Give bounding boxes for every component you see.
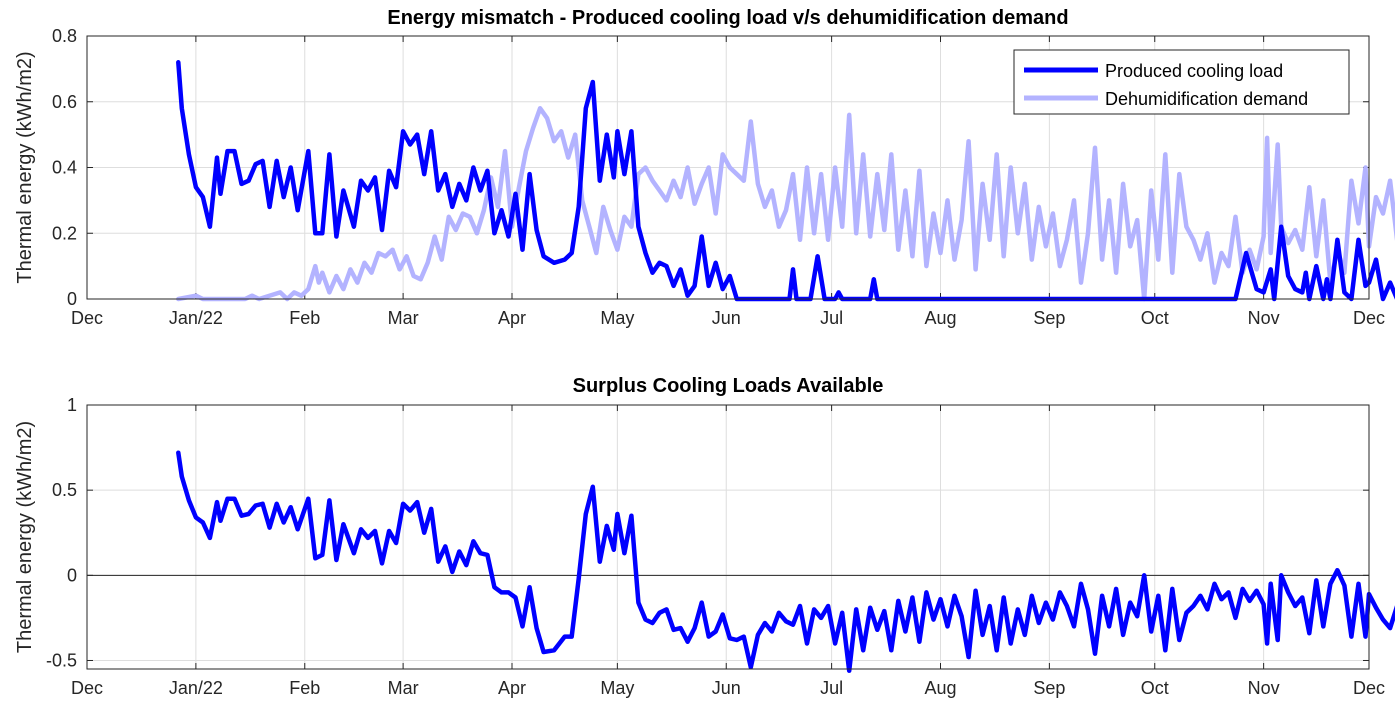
x-tick-label: Jul <box>820 308 843 328</box>
y-tick-label: 0.6 <box>52 92 77 112</box>
x-tick-label: Nov <box>1248 308 1280 328</box>
y-tick-label: 0.5 <box>52 480 77 500</box>
x-tick-labels: Dec Jan/22 Feb Mar Apr May Jun Jul Aug Sep Oct Nov D… <box>71 678 1385 698</box>
x-tick-label: Dec <box>71 308 103 328</box>
x-tick-label: Mar <box>388 308 419 328</box>
x-tick-label: Dec <box>71 678 103 698</box>
plot-frame <box>86 404 1370 670</box>
legend-label-dehumidification: Dehumidification demand <box>1105 89 1308 109</box>
series-line-series-0 <box>176 450 1395 673</box>
x-tick-label: Nov <box>1248 678 1280 698</box>
y-tick-label: 0.2 <box>52 223 77 243</box>
x-tick-label: Jan/22 <box>169 678 223 698</box>
plot-frame <box>86 35 1370 300</box>
x-tick-label: Dec <box>1353 678 1385 698</box>
legend-label-produced: Produced cooling load <box>1105 61 1283 81</box>
x-tick-label: Jun <box>712 678 741 698</box>
y-tick-label: 0.4 <box>52 158 77 178</box>
series-lines <box>176 450 1395 673</box>
x-tick-label: Dec <box>1353 308 1385 328</box>
x-tick-label: Oct <box>1141 308 1169 328</box>
x-tick-label: Oct <box>1141 678 1169 698</box>
x-tick-labels: Dec Jan/22 Feb Mar Apr May Jun Jul Aug Sep Oct Nov D… <box>71 308 1385 328</box>
x-tick-label: Aug <box>924 678 956 698</box>
y-tick-labels: 0 0.2 0.4 0.6 0.8 <box>52 26 77 309</box>
chart-title: Surplus Cooling Loads Available <box>573 375 884 397</box>
y-tick-label: -0.5 <box>46 650 77 670</box>
x-tick-label: Apr <box>498 678 526 698</box>
legend-box <box>1013 49 1350 115</box>
series-line-dehumidification-demand <box>176 106 1395 302</box>
chart-title: Energy mismatch - Produced cooling load … <box>387 7 1068 29</box>
y-axis-label: Thermal energy (kWh/m2) <box>14 51 36 283</box>
x-tick-label: Apr <box>498 308 526 328</box>
x-tick-label: May <box>600 678 634 698</box>
x-tick-label: Sep <box>1033 308 1065 328</box>
y-tick-label: 0 <box>67 289 77 309</box>
y-tick-label: 0 <box>67 565 77 585</box>
x-tick-label: Jan/22 <box>169 308 223 328</box>
y-axis-label: Thermal energy (kWh/m2) <box>14 421 36 653</box>
x-tick-label: Mar <box>388 678 419 698</box>
y-tick-labels: -0.5 0 0.5 1 <box>46 395 77 670</box>
y-tick-label: 0.8 <box>52 26 77 46</box>
bottom-chart: Surplus Cooling Loads Available Dec Jan/2… <box>14 375 1395 698</box>
x-tick-label: Jun <box>712 308 741 328</box>
top-chart: Energy mismatch - Produced cooling load … <box>14 7 1395 328</box>
series-line-produced-cooling-load <box>176 60 1395 302</box>
x-tick-label: Feb <box>289 308 320 328</box>
x-tick-label: Jul <box>820 678 843 698</box>
x-tick-label: May <box>600 308 634 328</box>
x-tick-label: Aug <box>924 308 956 328</box>
x-tick-label: Sep <box>1033 678 1065 698</box>
x-tick-label: Feb <box>289 678 320 698</box>
legend: Produced cooling load Dehumidification d… <box>1013 49 1350 115</box>
y-tick-label: 1 <box>67 395 77 415</box>
series-lines <box>176 60 1395 302</box>
